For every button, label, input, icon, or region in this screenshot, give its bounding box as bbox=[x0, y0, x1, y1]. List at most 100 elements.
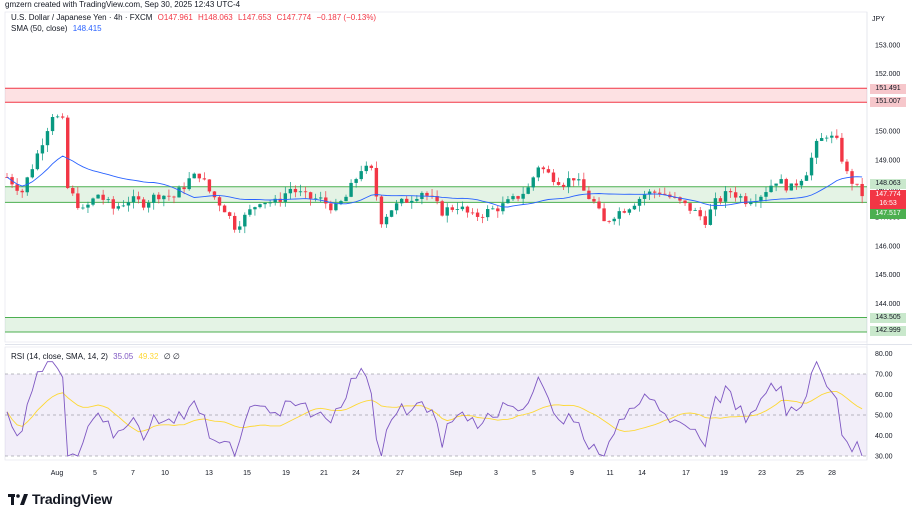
candle-body bbox=[617, 211, 621, 219]
time-tick-label: 19 bbox=[282, 470, 290, 477]
time-tick-label: 7 bbox=[131, 470, 135, 477]
candle-body bbox=[30, 169, 34, 178]
candle-body bbox=[708, 209, 713, 225]
rsi-tick-label: 70.00 bbox=[875, 372, 893, 379]
candle-body bbox=[35, 153, 40, 170]
price-tick-label: 152.000 bbox=[875, 71, 900, 78]
candle-body bbox=[167, 195, 171, 197]
price-pane[interactable] bbox=[4, 11, 868, 343]
rsi-value: 35.05 bbox=[113, 352, 134, 361]
candle-body bbox=[516, 196, 520, 199]
candle-body bbox=[298, 191, 303, 193]
candle-body bbox=[814, 140, 819, 158]
rsi-pane[interactable] bbox=[4, 346, 868, 461]
candle-body bbox=[769, 185, 773, 193]
candle-body bbox=[789, 183, 793, 191]
time-tick-label: 13 bbox=[205, 470, 213, 477]
candle-body bbox=[506, 199, 510, 204]
candle-body bbox=[334, 203, 338, 211]
candle-body bbox=[718, 198, 723, 202]
candle-body bbox=[354, 179, 358, 183]
currency-label[interactable]: JPY bbox=[872, 16, 885, 23]
candle-body bbox=[182, 187, 186, 190]
candle-body bbox=[703, 216, 707, 225]
time-tick-label: 15 bbox=[243, 470, 251, 477]
resistance-bottom-label: 151.007 bbox=[870, 97, 906, 107]
high-value: H148.063 bbox=[198, 13, 233, 22]
candle-body bbox=[384, 216, 389, 225]
time-tick-label: 25 bbox=[796, 470, 804, 477]
candle-body bbox=[566, 178, 571, 187]
candle-body bbox=[15, 184, 19, 191]
candle-body bbox=[303, 191, 308, 193]
open-value: O147.961 bbox=[157, 13, 193, 22]
candle-body bbox=[779, 179, 783, 184]
candle-body bbox=[546, 169, 551, 173]
candle-body bbox=[526, 187, 530, 194]
candle-body bbox=[394, 203, 399, 211]
candle-body bbox=[784, 179, 788, 191]
candle-body bbox=[273, 198, 277, 203]
candle-body bbox=[855, 183, 859, 185]
candle-body bbox=[622, 211, 627, 213]
candle-body bbox=[96, 194, 100, 199]
sma-line[interactable] bbox=[6, 155, 863, 208]
candle-body bbox=[238, 226, 242, 230]
candle-body bbox=[344, 196, 348, 202]
rsi-line[interactable] bbox=[6, 360, 863, 458]
pivot-high-label: 148.063 bbox=[870, 179, 906, 189]
change-value: −0.187 (−0.13%) bbox=[316, 13, 377, 22]
time-tick-label: 3 bbox=[494, 470, 498, 477]
candle-body bbox=[197, 173, 201, 179]
candle-body bbox=[71, 188, 75, 194]
candle-body bbox=[121, 205, 126, 207]
candle-body bbox=[415, 198, 419, 201]
candle-body bbox=[698, 210, 702, 217]
candle-body bbox=[592, 199, 596, 202]
candle-body bbox=[60, 116, 65, 118]
support-bottom-label: 142.999 bbox=[870, 326, 906, 336]
candle-body bbox=[794, 183, 799, 186]
candle-body bbox=[319, 197, 323, 199]
rsi-legend[interactable]: RSI (14, close, SMA, 14, 2) 35.05 49.32 … bbox=[11, 352, 183, 361]
candle-body bbox=[202, 178, 207, 180]
candle-body bbox=[126, 202, 131, 206]
candle-body bbox=[531, 177, 535, 188]
candle-body bbox=[258, 204, 262, 208]
candle-body bbox=[187, 178, 191, 190]
candle-body bbox=[627, 209, 632, 213]
candle-body bbox=[480, 216, 485, 218]
candle-body bbox=[157, 194, 161, 200]
candle-body bbox=[582, 179, 586, 191]
candle-body bbox=[450, 207, 454, 210]
tradingview-logo[interactable]: TradingView bbox=[8, 491, 112, 507]
candle-body bbox=[602, 208, 606, 222]
symbol-legend[interactable]: U.S. Dollar / Japanese Yen · 4h · FXCM O… bbox=[11, 13, 379, 22]
candle-body bbox=[66, 117, 70, 189]
candle-body bbox=[511, 196, 515, 200]
candle-body bbox=[369, 165, 374, 168]
candle-body bbox=[688, 203, 692, 211]
candle-body bbox=[329, 203, 333, 211]
candle-body bbox=[587, 190, 591, 200]
time-tick-label: 19 bbox=[720, 470, 728, 477]
candle-body bbox=[728, 191, 733, 193]
price-tick-label: 148.000 bbox=[875, 186, 900, 193]
candle-body bbox=[222, 205, 227, 213]
time-tick-label: 14 bbox=[638, 470, 646, 477]
candle-body bbox=[491, 208, 495, 210]
candle-body bbox=[293, 188, 298, 193]
rsi-extra: ∅ ∅ bbox=[163, 352, 180, 361]
candle-body bbox=[50, 117, 55, 132]
close-value: C147.774 bbox=[276, 13, 312, 22]
candle-body bbox=[278, 198, 282, 202]
symbol-title: U.S. Dollar / Japanese Yen · 4h · FXCM bbox=[11, 13, 153, 22]
candle-body bbox=[658, 192, 662, 194]
candle-body bbox=[364, 165, 368, 172]
candle-body bbox=[283, 193, 287, 202]
candle-body bbox=[577, 179, 581, 181]
zone-support bbox=[5, 317, 867, 333]
sma-legend[interactable]: SMA (50, close) 148.415 bbox=[11, 24, 105, 33]
candle-body bbox=[101, 194, 105, 200]
candle-body bbox=[243, 214, 247, 227]
